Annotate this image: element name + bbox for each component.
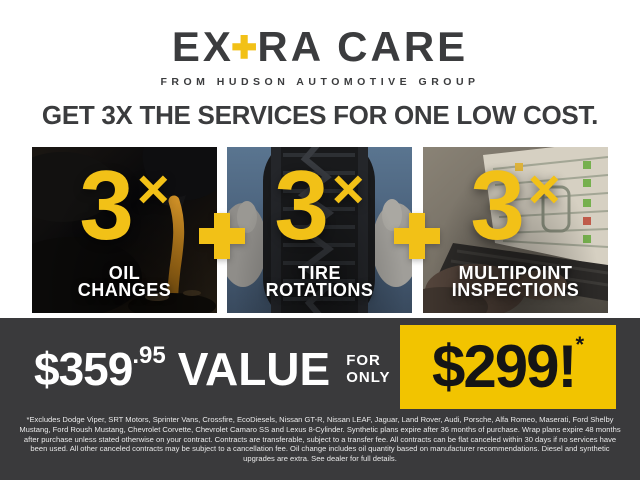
tire-rotations-label: TIRE ROTATIONS bbox=[227, 263, 412, 300]
inspection-checklist-photo bbox=[423, 147, 608, 313]
multiply-icon: × bbox=[136, 157, 170, 220]
panel-tire-rotations: 3 × TIRE ROTATIONS bbox=[227, 147, 412, 313]
label-line: TIRE bbox=[297, 263, 341, 283]
tire-multiplier: 3 × bbox=[227, 153, 412, 257]
label-line: OIL bbox=[108, 263, 141, 283]
oil-changes-label: OIL CHANGES bbox=[32, 263, 217, 300]
service-panels: 3 × OIL CHANGES bbox=[32, 147, 608, 313]
brand-logo: EX+RA CARE bbox=[0, 22, 640, 71]
value-word: VALUE bbox=[177, 343, 331, 395]
sale-price-box: $299! * bbox=[400, 325, 616, 409]
value-price-dollars: $359 bbox=[34, 343, 133, 395]
only-word: ONLY bbox=[346, 369, 391, 386]
logo-plus-icon: + bbox=[231, 22, 260, 71]
footnote-asterisk: * bbox=[575, 332, 585, 357]
label-line: INSPECTIONS bbox=[451, 280, 580, 300]
disclaimer-text: *Excludes Dodge Viper, SRT Motors, Sprin… bbox=[19, 415, 621, 464]
multipoint-inspections-label: MULTIPOINT INSPECTIONS bbox=[423, 263, 608, 300]
panel-shade bbox=[32, 147, 217, 313]
offer-headline: GET 3X THE SERVICES FOR ONE LOW COST. bbox=[41, 100, 599, 130]
label-line: MULTIPOINT bbox=[458, 263, 573, 283]
oil-multiplier: 3 × bbox=[32, 153, 217, 257]
price-band: $359.95 VALUE FOR ONLY $299! * *Excludes … bbox=[0, 318, 640, 480]
value-price-cents: .95 bbox=[132, 342, 166, 369]
plus-separator-icon bbox=[394, 213, 440, 259]
multiply-icon: × bbox=[331, 157, 365, 220]
panel-multipoint-inspections: 3 × MULTIPOINT INSPECTIONS bbox=[423, 147, 608, 313]
for-only-label: FOR ONLY bbox=[346, 352, 390, 386]
tire-rotation-photo bbox=[227, 147, 412, 313]
logo-text-suffix: RA CARE bbox=[257, 23, 469, 70]
brand-tagline: FROM HUDSON AUTOMOTIVE GROUP bbox=[160, 76, 480, 88]
for-word: FOR bbox=[346, 352, 381, 369]
label-line: ROTATIONS bbox=[265, 280, 374, 300]
multiply-icon: × bbox=[527, 157, 561, 220]
inspection-multiplier: 3 × bbox=[423, 153, 608, 257]
panel-shade bbox=[423, 147, 608, 313]
plus-separator-icon bbox=[199, 213, 245, 259]
multiplier-digit: 3 bbox=[79, 150, 134, 260]
logo-text-prefix: EX bbox=[171, 23, 234, 70]
multiplier-digit: 3 bbox=[274, 150, 329, 260]
oil-change-photo bbox=[32, 147, 217, 313]
panel-shade bbox=[227, 147, 412, 313]
label-line: CHANGES bbox=[77, 280, 172, 300]
multiplier-digit: 3 bbox=[470, 150, 525, 260]
value-price-row: $359.95 VALUE FOR ONLY bbox=[34, 326, 391, 412]
panel-oil-changes: 3 × OIL CHANGES bbox=[32, 147, 217, 313]
sale-price: $299! bbox=[431, 333, 577, 400]
